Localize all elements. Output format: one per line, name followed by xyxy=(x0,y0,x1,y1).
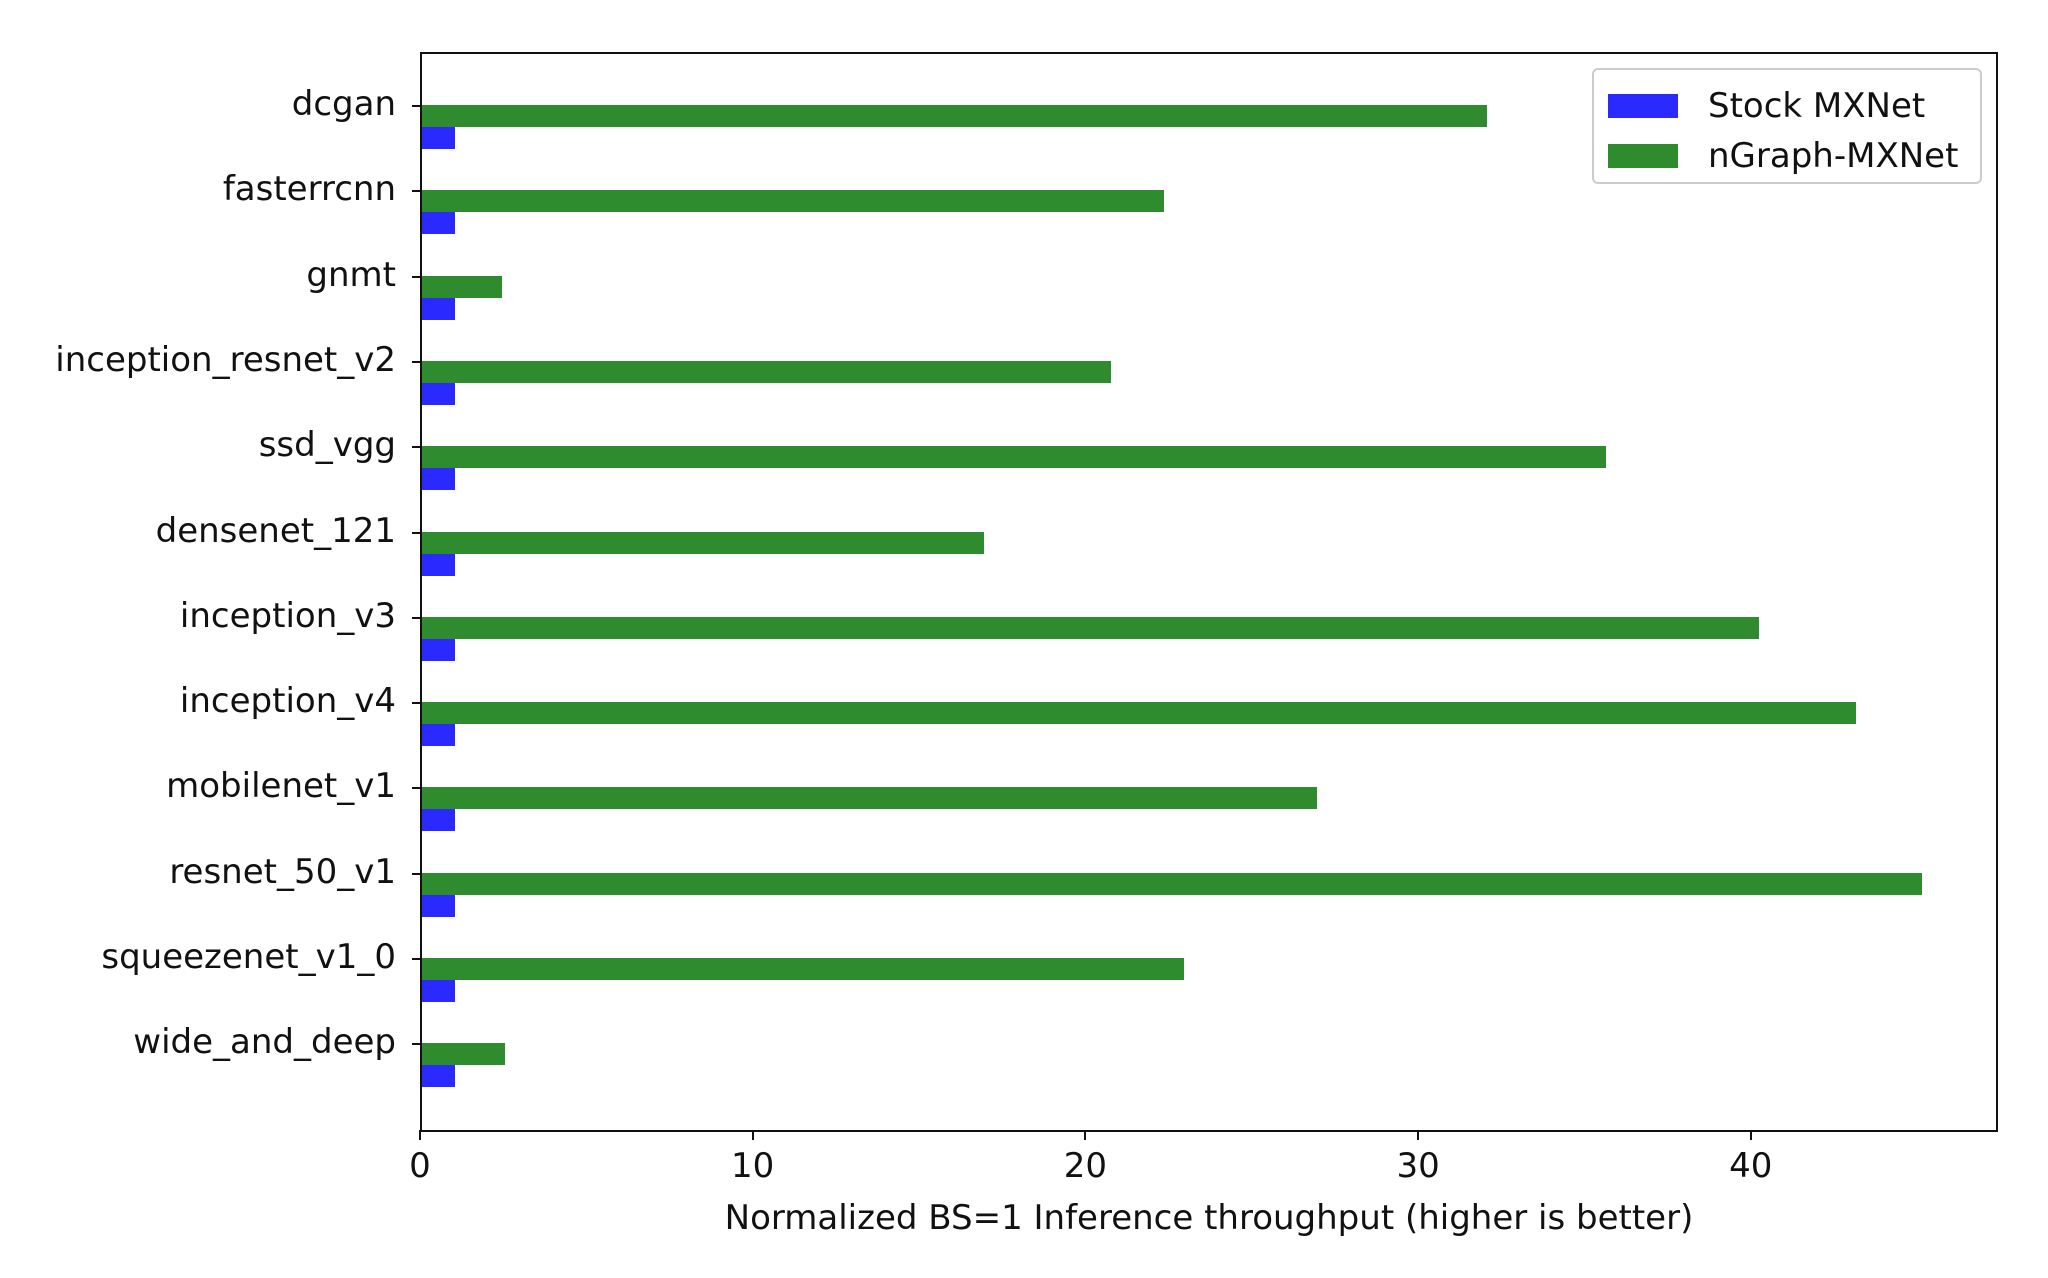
x-tick-label: 30 xyxy=(1396,1146,1440,1186)
y-tick xyxy=(412,531,422,534)
y-tick xyxy=(412,872,422,875)
bar-ngraph-mxnet xyxy=(422,616,1760,639)
legend-swatch-green xyxy=(1608,144,1678,168)
x-tick xyxy=(1417,1130,1420,1140)
x-tick xyxy=(751,1130,754,1140)
bar-stock-mxnet xyxy=(422,297,456,320)
x-tick xyxy=(419,1130,421,1140)
y-tick xyxy=(412,275,422,278)
x-tick-label: 40 xyxy=(1729,1146,1773,1186)
bar-ngraph-mxnet xyxy=(422,1043,506,1066)
bar-ngraph-mxnet xyxy=(422,787,1317,810)
bar-stock-mxnet xyxy=(422,127,456,149)
y-tick xyxy=(412,190,422,193)
bar-stock-mxnet xyxy=(422,809,456,832)
plot-area: Stock MXNet nGraph-MXNet xyxy=(412,52,1998,1132)
bar-ngraph-mxnet xyxy=(422,872,1923,895)
bar-ngraph-mxnet xyxy=(422,275,502,298)
legend-item-ngraph-mxnet: nGraph-MXNet xyxy=(1608,136,1958,176)
bar-ngraph-mxnet xyxy=(422,190,1164,213)
bar-ngraph-mxnet xyxy=(422,105,1487,127)
y-tick-label: dcgan xyxy=(291,84,396,124)
legend-swatch-blue xyxy=(1608,94,1678,118)
y-tick xyxy=(412,958,422,960)
y-tick-label: ssd_vgg xyxy=(258,425,396,466)
y-tick-label: inception_v4 xyxy=(179,681,396,722)
y-tick-label: mobilenet_v1 xyxy=(166,766,396,807)
y-tick xyxy=(412,446,422,449)
bar-ngraph-mxnet xyxy=(422,702,1856,725)
bar-stock-mxnet xyxy=(422,468,456,491)
y-tick-label: resnet_50_v1 xyxy=(169,851,396,892)
legend-label: nGraph-MXNet xyxy=(1708,136,1959,176)
y-tick-label: inception_v3 xyxy=(179,595,396,636)
bar-stock-mxnet xyxy=(422,980,456,1002)
legend-label: Stock MXNet xyxy=(1708,86,1926,126)
bar-stock-mxnet xyxy=(422,382,456,405)
bar-ngraph-mxnet xyxy=(422,446,1607,469)
x-tick-label: 10 xyxy=(731,1146,775,1186)
y-tick xyxy=(412,1043,422,1046)
y-tick xyxy=(412,702,422,705)
y-tick-label: gnmt xyxy=(306,254,396,295)
x-tick xyxy=(1749,1130,1752,1140)
y-tick xyxy=(412,616,422,619)
bar-stock-mxnet xyxy=(422,1065,456,1088)
legend-item-stock-mxnet: Stock MXNet xyxy=(1608,86,1925,126)
bar-stock-mxnet xyxy=(422,638,456,661)
bar-ngraph-mxnet xyxy=(422,360,1111,383)
bar-stock-mxnet xyxy=(422,894,456,917)
y-tick-label: squeezenet_v1_0 xyxy=(101,937,396,977)
legend: Stock MXNet nGraph-MXNet xyxy=(1592,68,1982,184)
y-tick xyxy=(412,360,422,363)
bar-stock-mxnet xyxy=(422,553,456,576)
bar-ngraph-mxnet xyxy=(422,958,1184,980)
y-tick-label: inception_resnet_v2 xyxy=(55,339,396,380)
x-tick-label: 20 xyxy=(1063,1146,1108,1186)
bar-stock-mxnet xyxy=(422,724,456,747)
y-tick-label: wide_and_deep xyxy=(133,1022,396,1063)
y-tick-label: densenet_121 xyxy=(155,510,396,551)
bar-stock-mxnet xyxy=(422,212,456,235)
x-tick xyxy=(1084,1130,1087,1140)
x-tick-label: 0 xyxy=(409,1146,431,1186)
y-tick xyxy=(412,787,422,790)
x-axis-label: Normalized BS=1 Inference throughput (hi… xyxy=(724,1198,1694,1238)
y-tick xyxy=(412,105,422,107)
bar-ngraph-mxnet xyxy=(422,531,985,554)
y-tick-label: fasterrcnn xyxy=(222,169,396,210)
